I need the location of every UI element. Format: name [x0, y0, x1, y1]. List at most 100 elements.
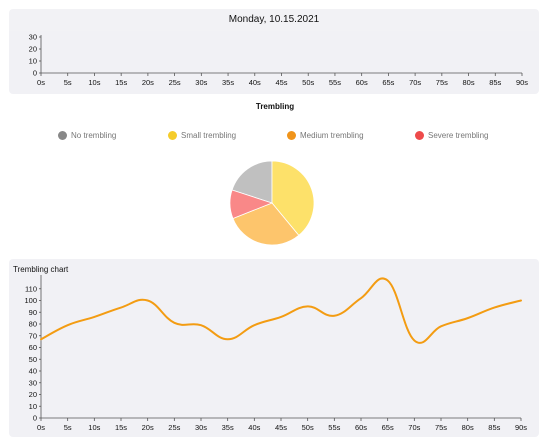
x-tick-label: 45s: [275, 78, 287, 87]
x-tick-label: 25s: [168, 423, 180, 432]
trembling-point: [227, 338, 229, 340]
x-tick-label: 65s: [382, 78, 394, 87]
x-tick-label: 55s: [329, 78, 341, 87]
legend-item-small-trembling[interactable]: Small trembling: [168, 131, 236, 140]
x-tick-label: 65s: [382, 423, 394, 432]
legend-item-severe-trembling[interactable]: Severe trembling: [415, 131, 488, 140]
pie-slice-medium-trembling: [232, 202, 300, 246]
legend-label: Medium trembling: [300, 131, 364, 140]
y-tick-label: 0: [33, 69, 37, 78]
x-tick-label: 5s: [64, 78, 72, 87]
trembling-point: [307, 305, 309, 307]
x-tick-label: 80s: [463, 78, 475, 87]
trembling-point: [40, 338, 42, 340]
date-label: Monday, 10.15.2021: [228, 14, 320, 25]
x-tick-label: 15s: [115, 423, 127, 432]
x-tick-label: 90s: [515, 423, 527, 432]
trembling-point: [200, 324, 202, 326]
trembling-pie-chart: [229, 160, 315, 246]
y-tick-label: 20: [29, 390, 37, 399]
legend-item-medium-trembling[interactable]: Medium trembling: [287, 131, 364, 140]
trembling-point: [493, 307, 495, 309]
trembling-point: [120, 307, 122, 309]
trembling-legend: No trembling Small trembling Medium trem…: [0, 131, 550, 143]
x-tick-label: 0s: [37, 423, 45, 432]
x-tick-label: 30s: [195, 423, 207, 432]
pie-slice-severe-trembling: [229, 189, 274, 219]
x-tick-label: 45s: [275, 423, 287, 432]
x-tick-label: 75s: [435, 423, 447, 432]
x-tick-label: 70s: [408, 423, 420, 432]
y-tick-label: 0: [33, 414, 37, 423]
x-tick-label: 90s: [516, 78, 528, 87]
x-tick-label: 60s: [356, 78, 368, 87]
trembling-point: [147, 300, 149, 302]
pie-slice-no-trembling: [231, 160, 273, 204]
y-tick-label: 10: [29, 57, 37, 66]
legend-label: No trembling: [71, 131, 117, 140]
y-tick-label: 80: [29, 320, 37, 329]
y-tick-label: 90: [29, 308, 37, 317]
x-tick-label: 50s: [302, 423, 314, 432]
trembling-point: [280, 316, 282, 318]
x-tick-label: 40s: [248, 423, 260, 432]
x-tick-label: 25s: [169, 78, 181, 87]
trembling-point: [253, 324, 255, 326]
y-tick-label: 110: [25, 284, 37, 293]
x-tick-label: 15s: [115, 78, 127, 87]
x-tick-label: 10s: [88, 78, 100, 87]
y-tick-label: 20: [29, 45, 37, 54]
x-tick-label: 70s: [409, 78, 421, 87]
trembling-point: [333, 315, 335, 317]
trembling-series-line: [40, 277, 522, 344]
date-header: Monday, 10.15.2021: [9, 9, 539, 31]
top-chart-panel: 0 10 20 30 0s 5s 10s 15s 20s 25s 30s 35s 40s 45s 50s 55…: [9, 31, 539, 94]
x-tick-label: 85s: [488, 423, 500, 432]
y-tick-label: 60: [29, 343, 37, 352]
x-tick-label: 75s: [436, 78, 448, 87]
x-tick-label: 85s: [489, 78, 501, 87]
trembling-title: Trembling: [255, 102, 295, 111]
x-tick-label: 30s: [195, 78, 207, 87]
x-tick-label: 55s: [328, 423, 340, 432]
trembling-chart-title: Trembling chart: [13, 265, 69, 274]
y-tick-label: 100: [24, 296, 37, 305]
legend-item-no-trembling[interactable]: No trembling: [58, 131, 116, 140]
legend-label: Small trembling: [181, 131, 237, 140]
y-tick-label: 30: [29, 378, 37, 387]
x-tick-label: 20s: [142, 423, 154, 432]
trembling-point: [520, 300, 522, 302]
x-tick-label: 60s: [355, 423, 367, 432]
x-tick-label: 50s: [302, 78, 314, 87]
legend-dot-icon: [287, 131, 296, 140]
top-chart: 0 10 20 30 0s 5s 10s 15s 20s 25s 30s 35s 40s 45s 50s 55…: [29, 33, 529, 88]
y-tick-label: 50: [29, 355, 37, 364]
legend-dot-icon: [415, 131, 424, 140]
legend-dot-icon: [168, 131, 177, 140]
x-tick-label: 35s: [222, 423, 234, 432]
x-tick-label: 35s: [222, 78, 234, 87]
y-tick-label: 70: [29, 331, 37, 340]
x-tick-label: 40s: [249, 78, 261, 87]
legend-label: Severe trembling: [428, 131, 489, 140]
y-tick-label: 40: [29, 367, 37, 376]
trembling-chart-panel: [9, 259, 539, 437]
trembling-point: [173, 322, 175, 324]
trembling-point: [93, 316, 95, 318]
x-tick-label: 0s: [37, 78, 45, 87]
trembling-point: [67, 324, 69, 326]
trembling-point: [413, 340, 415, 342]
x-tick-label: 80s: [462, 423, 474, 432]
x-tick-label: 10s: [88, 423, 100, 432]
trembling-point: [440, 325, 442, 327]
trembling-point: [467, 317, 469, 319]
y-tick-label: 10: [29, 402, 37, 411]
x-tick-label: 20s: [142, 78, 154, 87]
y-tick-label: 30: [29, 33, 37, 42]
pie-slice-small-trembling: [271, 160, 315, 236]
trembling-point: [360, 297, 362, 299]
x-tick-label: 5s: [64, 423, 72, 432]
trembling-point: [387, 280, 389, 282]
legend-dot-icon: [58, 131, 67, 140]
